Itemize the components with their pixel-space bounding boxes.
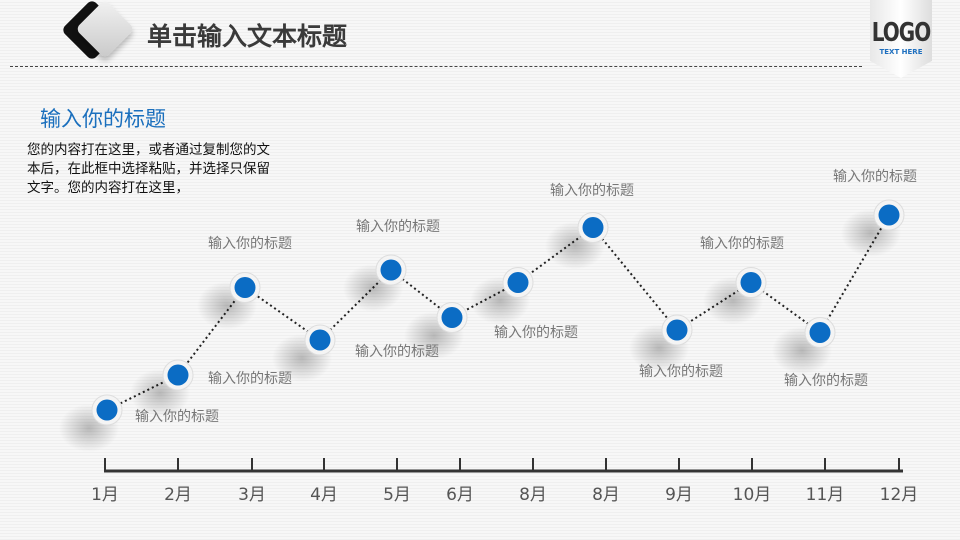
x-tick-label: 6月	[446, 485, 474, 505]
logo-text: LOGO	[871, 16, 931, 48]
x-tick-label: 10月	[732, 485, 772, 505]
data-point	[309, 329, 331, 351]
data-point	[234, 277, 256, 298]
point-label: 输入你的标题	[550, 183, 634, 199]
x-tick-label: 9月	[665, 485, 693, 505]
page-title: 单击输入文本标题	[147, 22, 348, 51]
data-point	[582, 217, 604, 238]
x-tick-label: 5月	[383, 485, 411, 505]
point-label: 输入你的标题	[494, 325, 578, 341]
data-point	[809, 322, 831, 343]
x-tick-label: 1月	[91, 485, 119, 505]
x-tick-label: 12月	[879, 485, 919, 505]
data-point	[441, 307, 463, 328]
point-label: 输入你的标题	[700, 236, 784, 252]
x-tick-label: 11月	[805, 485, 845, 505]
x-tick-label: 8月	[592, 485, 620, 505]
point-label: 输入你的标题	[355, 344, 439, 360]
point-label: 输入你的标题	[784, 373, 868, 389]
section-subtitle: 输入你的标题	[40, 107, 166, 131]
point-label: 输入你的标题	[135, 409, 219, 425]
point-label: 输入你的标题	[639, 364, 723, 380]
data-point	[380, 259, 402, 281]
x-tick-label: 8月	[519, 485, 547, 505]
data-point	[96, 399, 118, 421]
x-tick-label: 3月	[238, 485, 266, 505]
data-point	[167, 364, 189, 386]
x-tick-label: 2月	[164, 485, 192, 505]
body-text: 您的内容打在这里，或者通过复制您的文本后，在此框中选择粘贴，并选择只保留文字。您…	[27, 142, 270, 196]
data-point	[740, 272, 762, 293]
data-point	[878, 204, 900, 226]
point-label: 输入你的标题	[208, 236, 292, 252]
logo-badge: LOGO TEXT HERE	[870, 0, 932, 78]
logo-subtext: TEXT HERE	[879, 48, 923, 56]
point-label: 输入你的标题	[833, 169, 917, 185]
divider	[10, 66, 862, 67]
point-label: 输入你的标题	[208, 371, 292, 387]
x-tick-label: 4月	[310, 485, 338, 505]
data-point	[507, 272, 529, 293]
data-point	[666, 319, 688, 341]
point-label: 输入你的标题	[356, 219, 440, 235]
